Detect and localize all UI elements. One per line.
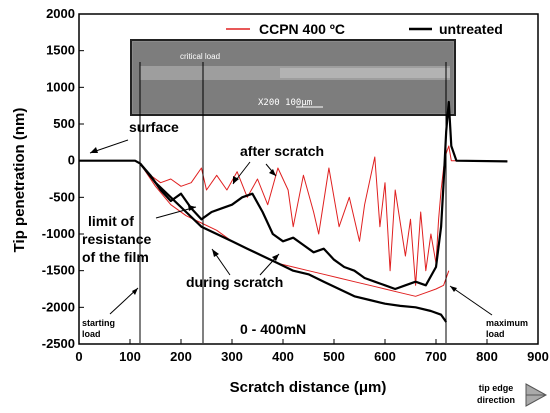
scratch-track-bright bbox=[280, 68, 450, 78]
critical-load-label: critical load bbox=[180, 52, 220, 61]
y-tick-label: -2000 bbox=[42, 299, 75, 314]
legend-label-untreated: untreated bbox=[439, 21, 503, 37]
arrowhead-after-scratch-2 bbox=[269, 169, 276, 176]
y-tick-label: 2000 bbox=[46, 6, 75, 21]
chart-legend: CCPN 400 ºC untreated bbox=[226, 21, 503, 37]
x-tick-label: 500 bbox=[323, 349, 345, 364]
x-tick-label: 400 bbox=[272, 349, 294, 364]
arrow-maximum-load bbox=[449, 285, 493, 316]
annotations: surface after scratch limit of resistanc… bbox=[82, 119, 528, 339]
y-tick-label: -1000 bbox=[42, 226, 75, 241]
annotation-limit-line2: resistance bbox=[82, 231, 151, 247]
annotation-surface: surface bbox=[129, 119, 179, 135]
inset-scale-label: X200 100μm bbox=[258, 98, 312, 108]
annotation-after-scratch: after scratch bbox=[240, 143, 324, 159]
arrowhead-after-scratch bbox=[233, 176, 239, 184]
annotation-starting-load-1: starting bbox=[82, 318, 115, 328]
sem-micrograph-inset: critical load X200 100μm bbox=[130, 39, 456, 116]
series-line-untreated-2 bbox=[139, 162, 448, 323]
series-line-untreated-1 bbox=[79, 100, 508, 291]
y-tick-label: -2500 bbox=[42, 336, 75, 351]
axis-ticks: 0 100 200 300 400 500 600 700 800 900 2000 1500 1000… bbox=[42, 6, 549, 364]
annotation-limit-line1: limit of bbox=[88, 213, 134, 229]
arrowhead-starting-load bbox=[132, 288, 138, 295]
tip-edge-label-2: direction bbox=[477, 395, 515, 405]
arrowhead-limit bbox=[188, 205, 196, 211]
x-tick-label: 900 bbox=[527, 349, 549, 364]
annotation-maximum-load-1: maximum bbox=[486, 318, 528, 328]
x-tick-label: 600 bbox=[374, 349, 396, 364]
y-axis-label: Tip penetration (nm) bbox=[11, 108, 28, 253]
annotation-starting-load-2: load bbox=[82, 329, 101, 339]
tip-edge-direction: tip edge direction bbox=[477, 383, 548, 407]
arrowhead-during-scratch-2 bbox=[272, 254, 279, 261]
tip-edge-label-1: tip edge bbox=[479, 383, 514, 393]
annotation-maximum-load-2: load bbox=[486, 329, 505, 339]
y-tick-label: -500 bbox=[49, 189, 75, 204]
y-tick-label: 500 bbox=[53, 116, 75, 131]
x-axis-label: Scratch distance (μm) bbox=[230, 379, 387, 396]
x-tick-label: 700 bbox=[425, 349, 447, 364]
y-tick-label: 0 bbox=[68, 153, 75, 168]
arrowhead-during-scratch bbox=[212, 249, 219, 257]
x-tick-label: 100 bbox=[119, 349, 141, 364]
annotation-limit-line3: of the film bbox=[82, 249, 149, 265]
annotation-during-scratch: during scratch bbox=[186, 274, 283, 290]
series-layer bbox=[79, 100, 508, 323]
arrowhead-maximum-load bbox=[450, 286, 457, 292]
y-tick-label: 1500 bbox=[46, 43, 75, 58]
legend-label-ccpn: CCPN 400 ºC bbox=[259, 21, 345, 37]
x-tick-label: 0 bbox=[75, 349, 82, 364]
y-tick-label: -1500 bbox=[42, 263, 75, 278]
arrowhead-surface bbox=[90, 147, 98, 153]
annotation-load-range: 0 - 400mN bbox=[240, 321, 306, 337]
x-tick-label: 300 bbox=[221, 349, 243, 364]
x-tick-label: 800 bbox=[476, 349, 498, 364]
x-tick-label: 200 bbox=[170, 349, 192, 364]
plot-frame bbox=[78, 13, 539, 345]
y-tick-label: 1000 bbox=[46, 79, 75, 94]
